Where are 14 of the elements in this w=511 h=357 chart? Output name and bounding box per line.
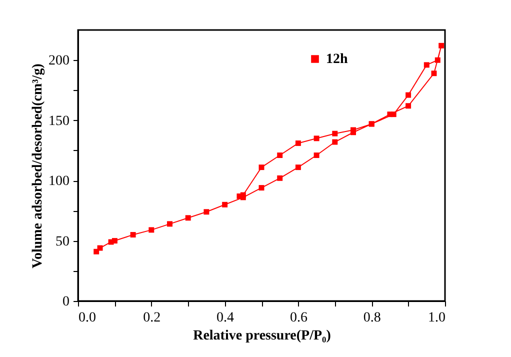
x-tick-label: 0.8 (363, 310, 381, 326)
y-tick-label: 200 (48, 54, 70, 69)
x-tick-label: 0.4 (216, 310, 234, 326)
y-tick-label: 100 (48, 174, 70, 190)
legend-label: 12h (326, 52, 348, 67)
x-tick-label: 0.6 (290, 310, 308, 326)
y-axis-title: Volume adsorbed/desorbed(cm³/g) (30, 63, 46, 268)
x-tick-label: 1.0 (428, 310, 446, 326)
x-tick-label: 0.0 (78, 310, 96, 326)
y-tick-label: 50 (56, 234, 70, 250)
y-tick-label: 150 (48, 114, 70, 129)
y-tick-label: 0 (62, 294, 70, 310)
x-tick-label: 0.2 (143, 310, 161, 326)
x-axis-title: Relative pressure(P/P₀) (193, 328, 332, 344)
